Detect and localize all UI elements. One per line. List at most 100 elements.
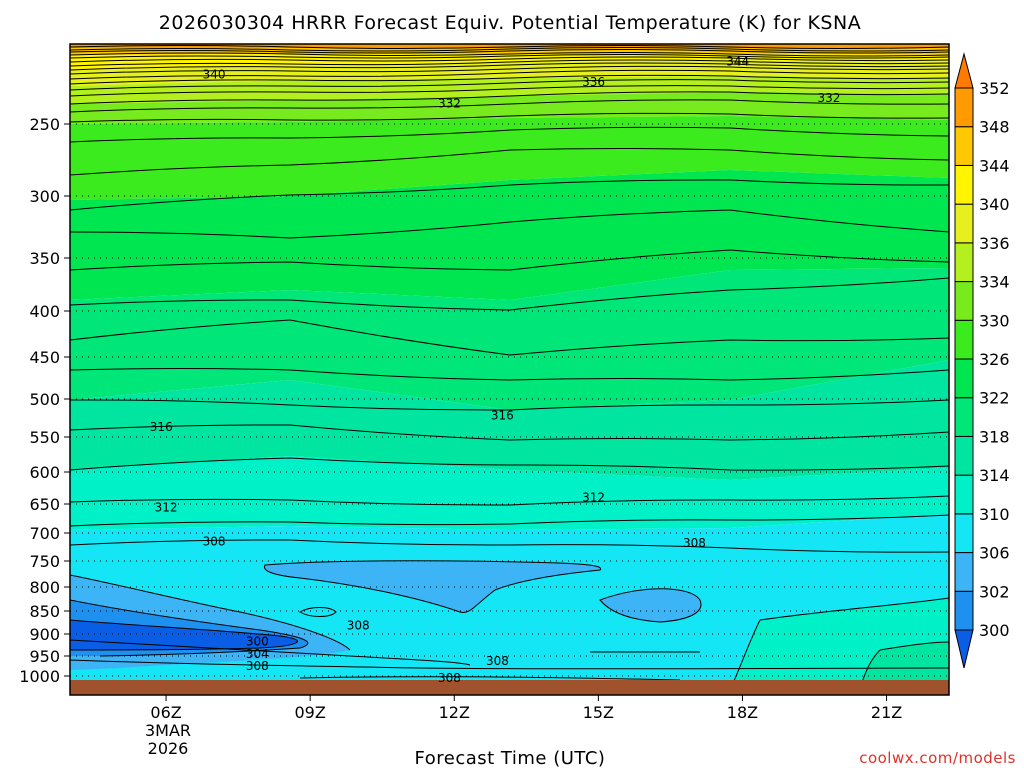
colorbar-swatch	[954, 126, 974, 166]
contour-label: 344	[726, 54, 749, 68]
contour-line	[70, 539, 949, 553]
contour-line	[70, 179, 949, 211]
colorbar-swatch	[954, 358, 974, 399]
y-tick-label: 800	[29, 578, 60, 597]
low-theta-patches	[70, 560, 949, 690]
colorbar-swatch	[954, 435, 974, 476]
y-axis: 250 300 350 400 450 500 550 600 650 700 750 800 850 9…	[19, 115, 70, 686]
contour-label: 316	[491, 409, 514, 423]
contour-label: 308	[438, 671, 461, 685]
chart-title: 2026030304 HRRR Forecast Equiv. Potentia…	[159, 12, 861, 34]
y-tick-label: 700	[29, 524, 60, 543]
theta-band	[70, 360, 949, 480]
contour-line	[70, 424, 949, 441]
contour-line	[70, 85, 949, 97]
contour-line	[70, 249, 949, 271]
x-tick-label: 15Z	[583, 703, 614, 722]
colorbar-label: 334	[979, 273, 1010, 292]
credit-text: coolwx.com/models	[859, 749, 1016, 767]
y-tick-label: 1000	[19, 667, 60, 686]
contour-line	[299, 607, 337, 617]
y-tick-label: 600	[29, 463, 60, 482]
contour-label: 340	[203, 68, 226, 82]
contour-label: 308	[246, 659, 269, 673]
contour-line	[879, 641, 949, 651]
contour-line	[70, 277, 949, 311]
colorbar-label: 300	[979, 621, 1010, 640]
x-tick-label: 12Z	[439, 703, 470, 722]
contour-label: 316	[150, 420, 173, 434]
colorbar-label: 314	[979, 466, 1010, 485]
contour-line	[70, 62, 949, 71]
x-tick-label: 21Z	[871, 703, 902, 722]
contour-line	[70, 45, 949, 49]
contour-line	[70, 79, 949, 91]
colorbar-swatch	[954, 397, 974, 437]
contour-label: 312	[582, 491, 605, 505]
patch-306-mid	[264, 560, 601, 613]
contour-line	[70, 54, 949, 59]
x-axis-title: Forecast Time (UTC)	[415, 748, 606, 768]
contour-label: 308	[347, 618, 370, 632]
contour-label: 308	[683, 536, 706, 550]
x-tick-label: 06Z	[150, 703, 181, 722]
contour-line	[70, 639, 471, 666]
colorbar-label: 330	[979, 311, 1010, 330]
colorbar-swatch	[954, 203, 974, 244]
y-tick-label: 750	[29, 552, 60, 571]
contour-line	[70, 599, 309, 657]
colorbar: 300 302 306 310 314 318 322 326 330 334 336 340 344 3…	[954, 52, 1010, 669]
contour-line	[70, 368, 949, 381]
contour-label: 332	[438, 96, 461, 110]
colorbar-swatch	[954, 590, 974, 631]
contour-label: 308	[486, 654, 509, 668]
theta-band	[70, 76, 949, 104]
contour-line	[70, 126, 949, 143]
y-tick-label: 850	[29, 602, 60, 621]
contour-line	[70, 319, 949, 356]
y-tick-label: 650	[29, 495, 60, 514]
y-tick-label: 550	[29, 428, 60, 447]
theta-band	[70, 116, 949, 200]
colorbar-label: 340	[979, 195, 1010, 214]
colorbar-swatch	[954, 552, 974, 592]
contour-line	[70, 457, 949, 471]
x-tick-label: 09Z	[294, 703, 325, 722]
x-axis: 06Z 09Z 12Z 15Z 18Z 21Z	[150, 695, 902, 722]
y-tick-label: 350	[29, 249, 60, 268]
x-tick-label: 18Z	[727, 703, 758, 722]
contour-label: 336	[582, 75, 605, 89]
patch-306-right	[600, 588, 701, 622]
contour-line	[70, 99, 949, 113]
contour-line	[70, 56, 949, 63]
theta-band	[70, 170, 949, 300]
contour-line	[759, 597, 949, 621]
colorbar-label: 322	[979, 389, 1010, 408]
contour-line	[70, 69, 949, 80]
colorbar-swatch	[954, 474, 974, 515]
colorbar-label: 306	[979, 544, 1010, 563]
date-label-year: 2026	[148, 739, 189, 758]
theta-band	[70, 456, 949, 530]
y-tick-label: 400	[29, 302, 60, 321]
terrain-ground	[70, 680, 949, 695]
date-label-day: 3MAR	[145, 721, 191, 740]
colorbar-swatch	[954, 319, 974, 360]
patch-300	[70, 620, 298, 650]
contour-line	[70, 74, 949, 85]
colorbar-swatch	[954, 164, 974, 205]
pressure-gridlines	[70, 123, 949, 677]
contour-line	[70, 514, 949, 527]
colorbar-top-arrow	[954, 52, 974, 89]
colorbar-label: 352	[979, 79, 1010, 98]
y-tick-label: 950	[29, 647, 60, 666]
contour-line	[70, 59, 949, 67]
y-tick-label: 300	[29, 187, 60, 206]
colorbar-label: 302	[979, 582, 1010, 601]
contour-lines	[70, 45, 949, 691]
patch-318-lower-right	[860, 642, 949, 690]
y-tick-label: 500	[29, 390, 60, 409]
